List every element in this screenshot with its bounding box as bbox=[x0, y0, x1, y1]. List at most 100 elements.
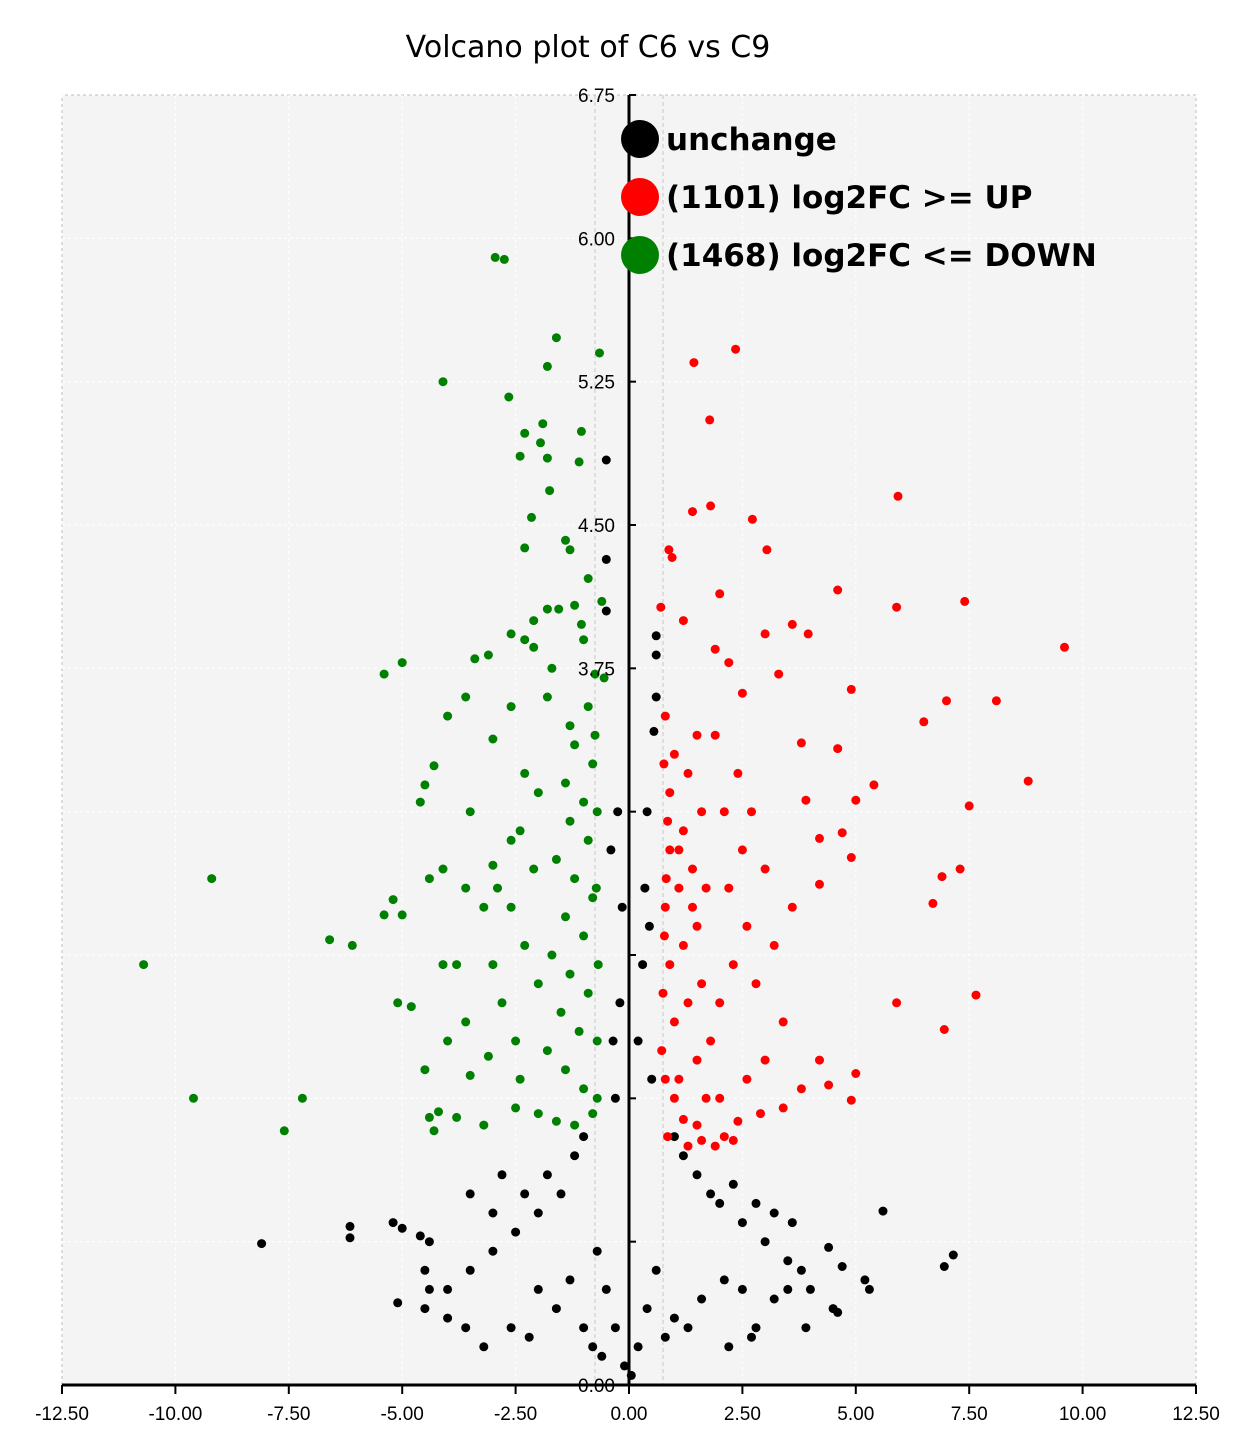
data-point bbox=[608, 1036, 618, 1046]
data-point bbox=[592, 1246, 602, 1256]
data-point bbox=[610, 1093, 620, 1103]
x-tick-label: -7.50 bbox=[267, 1404, 310, 1425]
data-point bbox=[659, 759, 669, 769]
data-point bbox=[960, 596, 970, 606]
data-point bbox=[669, 749, 679, 759]
y-tick-label: 6.00 bbox=[578, 229, 615, 250]
data-point bbox=[701, 1093, 711, 1103]
data-point bbox=[590, 669, 600, 679]
data-point bbox=[878, 1206, 888, 1216]
data-point bbox=[747, 807, 756, 817]
data-point bbox=[851, 795, 861, 805]
data-point bbox=[801, 795, 811, 805]
data-point bbox=[644, 921, 654, 931]
data-point bbox=[778, 1017, 788, 1027]
data-point bbox=[833, 585, 843, 595]
legend-marker bbox=[621, 236, 659, 274]
data-point bbox=[579, 1323, 589, 1333]
data-point bbox=[715, 998, 725, 1008]
data-point bbox=[424, 1112, 434, 1122]
data-point bbox=[796, 1084, 806, 1094]
legend-marker bbox=[621, 120, 659, 158]
data-point bbox=[697, 1294, 707, 1304]
data-point bbox=[697, 1135, 707, 1145]
data-point bbox=[751, 979, 761, 989]
legend-label: unchange bbox=[666, 122, 837, 158]
data-point bbox=[592, 1036, 602, 1046]
data-point bbox=[633, 1342, 643, 1352]
data-point bbox=[479, 1342, 489, 1352]
data-point bbox=[647, 1074, 657, 1084]
data-point bbox=[511, 1227, 521, 1237]
data-point bbox=[617, 902, 627, 912]
data-point bbox=[497, 998, 507, 1008]
data-point bbox=[515, 1074, 525, 1084]
data-point bbox=[678, 826, 688, 836]
data-point bbox=[443, 1284, 453, 1294]
data-point bbox=[424, 874, 434, 884]
data-point bbox=[570, 1151, 580, 1161]
data-point bbox=[533, 1109, 543, 1119]
data-point bbox=[688, 864, 697, 874]
data-point bbox=[846, 853, 856, 862]
data-point bbox=[547, 663, 557, 673]
data-point bbox=[520, 543, 530, 553]
data-point bbox=[665, 845, 675, 855]
data-point bbox=[833, 1307, 843, 1317]
data-point bbox=[669, 1313, 679, 1323]
data-point bbox=[565, 969, 575, 979]
data-point bbox=[742, 1074, 752, 1084]
data-point bbox=[601, 455, 611, 465]
data-point bbox=[601, 554, 611, 564]
data-point bbox=[345, 1233, 355, 1243]
data-point bbox=[465, 807, 475, 817]
data-point bbox=[762, 545, 772, 555]
data-point bbox=[443, 1313, 453, 1323]
data-point bbox=[551, 1304, 561, 1314]
data-point bbox=[769, 940, 779, 950]
data-point bbox=[504, 392, 514, 402]
axes: -12.50 -10.00 -7.50 -5.00 -2.50 0.00 2.50 5.00 7… bbox=[35, 86, 1220, 1425]
data-point bbox=[529, 864, 539, 874]
data-point bbox=[683, 998, 693, 1008]
data-point bbox=[669, 1017, 679, 1027]
data-point bbox=[651, 631, 661, 641]
data-point bbox=[465, 1070, 475, 1080]
data-point bbox=[892, 998, 902, 1008]
data-point bbox=[846, 684, 856, 694]
data-point bbox=[815, 1055, 824, 1065]
data-point bbox=[592, 807, 602, 817]
data-point bbox=[689, 358, 699, 368]
data-point bbox=[538, 419, 548, 429]
data-point bbox=[488, 1246, 498, 1256]
data-point bbox=[733, 768, 743, 778]
data-point bbox=[542, 692, 552, 702]
data-point bbox=[769, 1208, 779, 1218]
data-point bbox=[801, 1323, 811, 1333]
data-point bbox=[651, 650, 661, 660]
data-point bbox=[760, 1237, 770, 1247]
data-point bbox=[760, 629, 770, 639]
data-point bbox=[613, 807, 623, 817]
data-point bbox=[715, 1198, 725, 1208]
data-point bbox=[345, 1221, 355, 1231]
data-point bbox=[715, 1093, 725, 1103]
data-point bbox=[565, 545, 575, 555]
chart-title: Volcano plot of C6 vs C9 bbox=[406, 30, 771, 65]
data-point bbox=[588, 1342, 598, 1352]
data-point bbox=[719, 807, 729, 817]
data-point bbox=[529, 616, 539, 626]
data-point bbox=[479, 1120, 489, 1130]
x-tick-label: -12.50 bbox=[35, 1404, 89, 1425]
data-point bbox=[393, 998, 403, 1008]
data-point bbox=[488, 860, 498, 870]
data-point bbox=[461, 1017, 471, 1027]
data-point bbox=[942, 696, 951, 706]
data-point bbox=[665, 788, 675, 798]
data-point bbox=[452, 1112, 462, 1122]
data-point bbox=[796, 738, 806, 748]
data-point bbox=[139, 960, 149, 970]
data-point bbox=[515, 451, 525, 461]
data-point bbox=[638, 960, 648, 970]
